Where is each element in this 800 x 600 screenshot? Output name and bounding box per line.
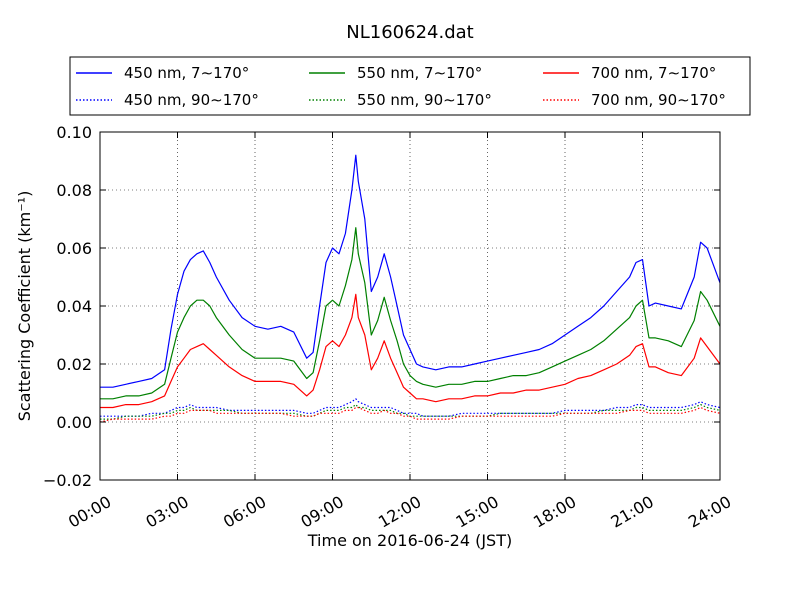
legend-label-0: 450 nm, 7∼170° (124, 64, 249, 82)
y-tick-label: −0.02 (43, 471, 92, 490)
x-tick-label: 06:00 (220, 492, 269, 532)
y-tick-label: 0.08 (56, 181, 92, 200)
x-tick-label: 09:00 (297, 492, 346, 532)
y-tick-label: 0.02 (56, 355, 92, 374)
y-tick-label: 0.04 (56, 297, 92, 316)
x-tick-label: 15:00 (452, 492, 501, 532)
x-tick-label: 18:00 (530, 492, 579, 532)
x-tick-label: 00:00 (65, 492, 114, 532)
x-tick-label: 24:00 (685, 492, 734, 532)
legend-frame (69, 56, 751, 116)
series-line-5 (100, 406, 720, 423)
series-line-1 (100, 227, 720, 400)
x-tick-label: 21:00 (607, 492, 656, 532)
legend: 450 nm, 7∼170° 550 nm, 7∼170° 700 nm, 7∼17… (69, 56, 751, 116)
series-line-0 (100, 154, 720, 388)
y-axis-label: Scattering Coefficient (km⁻¹) (15, 191, 34, 422)
legend-label-2: 700 nm, 7∼170° (591, 64, 716, 82)
y-tick-label: 0.10 (56, 123, 92, 142)
y-axis: −0.02 0.00 0.02 0.04 0.06 0.08 0.10 (43, 123, 720, 490)
legend-label-4: 550 nm, 90∼170° (357, 91, 492, 109)
series-line-3 (100, 398, 720, 417)
x-tick-label: 03:00 (142, 492, 191, 532)
series-layer (100, 154, 720, 423)
legend-label-1: 550 nm, 7∼170° (357, 64, 482, 82)
x-axis: 00:00 03:00 06:00 09:00 12:00 15:00 18:00 21:00… (65, 132, 734, 532)
y-tick-label: 0.00 (56, 413, 92, 432)
x-axis-label: Time on 2016-06-24 (JST) (307, 531, 512, 550)
y-tick-label: 0.06 (56, 239, 92, 258)
grid (100, 132, 720, 480)
chart-title: NL160624.dat (346, 22, 473, 43)
legend-label-3: 450 nm, 90∼170° (124, 91, 259, 109)
series-line-2 (100, 293, 720, 409)
x-tick-label: 12:00 (375, 492, 424, 532)
series-line-4 (100, 404, 720, 420)
legend-label-5: 700 nm, 90∼170° (591, 91, 726, 109)
